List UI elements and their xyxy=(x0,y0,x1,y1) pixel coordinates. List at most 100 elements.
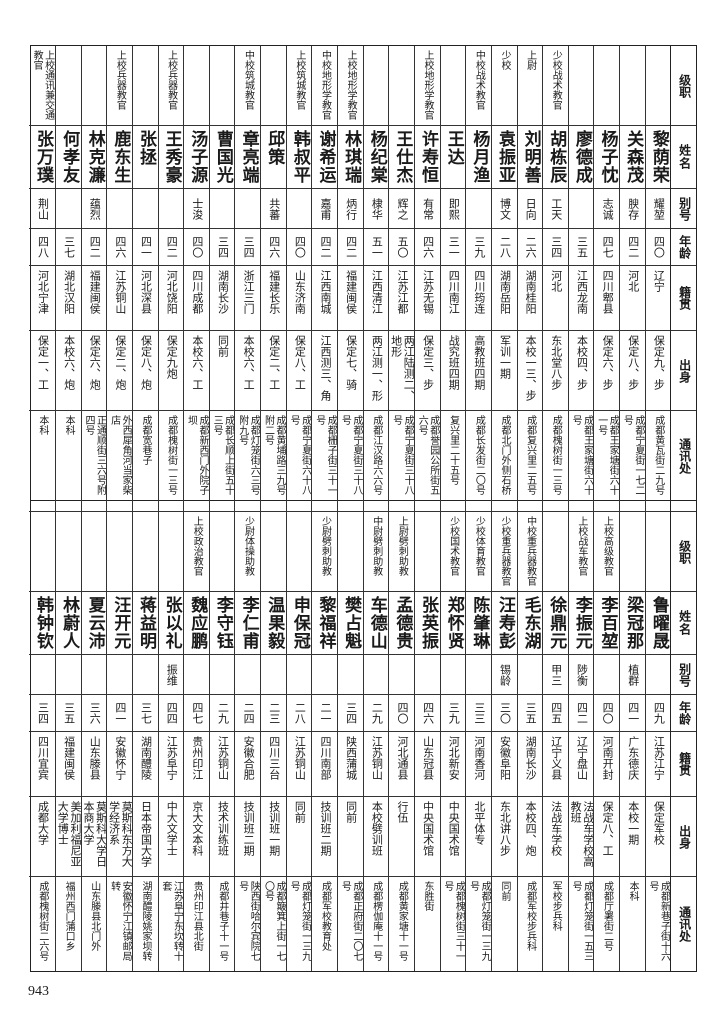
native-cell: 四川成都 xyxy=(184,266,209,331)
native-cell: 安徽阜阳 xyxy=(491,732,517,797)
alias-cell: 即熙 xyxy=(440,189,466,229)
alias-cell xyxy=(132,655,158,695)
native-cell: 四川郫县 xyxy=(594,266,620,331)
alias-cell: 蕴烈 xyxy=(81,189,107,229)
name-cell: 鹿东生 xyxy=(107,126,132,189)
native-cell: 山东冠县 xyxy=(414,732,440,797)
rank-cell xyxy=(29,512,55,592)
name-cell: 鲁曜晟 xyxy=(645,592,671,655)
rank-cell xyxy=(389,46,414,126)
rank-cell xyxy=(645,46,671,126)
native-cell: 河北 xyxy=(620,266,645,331)
native-cell: 河南香河 xyxy=(466,732,491,797)
name-cell: 魏应鹏 xyxy=(184,592,209,655)
origin-cell: 保定二、炮 xyxy=(107,331,132,411)
person-column: 少校战术教官 胡栋辰 工天 三四 河北 东北堂八步 成都槐树街一三号 xyxy=(542,46,568,500)
name-cell: 李百堃 xyxy=(594,592,620,655)
alias-cell: 腴存 xyxy=(620,189,645,229)
native-cell: 江苏铜山 xyxy=(209,732,235,797)
rank-cell xyxy=(132,512,158,592)
person-column: 黎荫荣 耀堃 四〇 辽宁 保定九、步 成都黄瓦街二九号 xyxy=(644,46,671,500)
blank-strip xyxy=(671,500,696,512)
age-cell: 二四 xyxy=(235,695,261,732)
header-native: 籍贯 xyxy=(671,266,696,331)
rank-cell: 上校政治教官 xyxy=(184,512,209,592)
rank-cell xyxy=(209,46,235,126)
person-column: 邱策 共蕃 四六 福建长乐 保定二、工 成都黄埔路三九号附二号 xyxy=(260,46,286,500)
name-cell: 汤子源 xyxy=(184,126,209,189)
origin-cell: 法战车学校 xyxy=(543,797,568,877)
name-cell: 王达 xyxy=(440,126,466,189)
native-cell: 四川南部 xyxy=(312,732,338,797)
native-cell: 四川南江 xyxy=(440,266,466,331)
origin-cell: 保定六、炮 xyxy=(81,331,107,411)
origin-cell: 保定八、工 xyxy=(594,797,620,877)
name-cell: 申保冠 xyxy=(286,592,312,655)
address-cell: 成都灯笼街一三九号 xyxy=(288,881,311,961)
rank-cell: 少校 xyxy=(491,46,517,126)
header-age: 年龄 xyxy=(671,229,696,266)
age-cell: 三七 xyxy=(132,695,158,732)
rank-cell: 上尉 xyxy=(517,46,543,126)
blank-strip xyxy=(363,500,389,512)
address-cell: 湖南醴陵姚家坝转 xyxy=(139,881,151,961)
name-cell: 李守钰 xyxy=(209,592,235,655)
native-cell: 河北宁津 xyxy=(29,266,55,331)
person-column: 李守钰 二九 江苏铜山 技术训练班 成都井巷子十一号 xyxy=(208,500,235,971)
address-cell: 成都黄瓦街二九号 xyxy=(652,415,664,495)
alias-cell: 工天 xyxy=(543,189,568,229)
rank-cell: 上校地形学教官 xyxy=(414,46,440,126)
origin-cell: 中大文学士 xyxy=(158,797,184,877)
blank-strip xyxy=(568,500,594,512)
blank-strip xyxy=(543,500,568,512)
alias-cell xyxy=(286,189,312,229)
address-cell: 本科 xyxy=(63,415,75,435)
address-cell: 成都槐树街一三号 xyxy=(550,415,562,495)
alias-cell xyxy=(286,655,312,695)
rank-cell xyxy=(261,46,286,126)
age-cell: 三四 xyxy=(543,229,568,266)
age-cell: 四〇 xyxy=(184,229,209,266)
age-cell: 三五 xyxy=(568,229,594,266)
name-cell: 汪寿彭 xyxy=(491,592,517,655)
alias-cell: 博文 xyxy=(491,189,517,229)
origin-cell: 技训班一期 xyxy=(261,797,286,877)
alias-cell: 有常 xyxy=(414,189,440,229)
native-cell: 辽宁 xyxy=(645,266,671,331)
name-cell: 林克濂 xyxy=(81,126,107,189)
origin-cell: 莫斯科大学日本商大学 xyxy=(81,797,107,877)
address-cell: 成都新巷子街十六号 xyxy=(647,881,670,961)
person-column: 梁冠那 植群 四一 广东德庆 本校一期 本科 xyxy=(619,500,645,971)
header-alias: 别号 xyxy=(671,189,696,229)
address-cell: 福州西门蒲口乡 xyxy=(63,881,75,951)
address-cell: 安徽怀宁江镇邮局转 xyxy=(108,881,132,961)
address-cell: 成都槐树街二六号 xyxy=(36,881,48,961)
origin-cell: 本校六、工 xyxy=(235,331,261,411)
person-column: 上校兵器教官 鹿东生 四六 江苏铜山 保定二、炮 外西犀角河当家柴店 xyxy=(106,46,132,500)
name-cell: 谢希运 xyxy=(312,126,338,189)
age-cell: 三六 xyxy=(81,695,107,732)
name-cell: 曹国光 xyxy=(209,126,235,189)
native-cell: 陕西蒲城 xyxy=(338,732,363,797)
alias-cell xyxy=(645,655,671,695)
rank-cell: 中校重兵器教官 xyxy=(517,512,543,592)
name-cell: 林琪瑞 xyxy=(338,126,363,189)
native-cell: 江苏铜山 xyxy=(363,732,389,797)
native-cell: 山东济南 xyxy=(286,266,312,331)
address-cell: 成都楞伽庵十一号 xyxy=(370,881,382,961)
origin-cell: 技训班二期 xyxy=(235,797,261,877)
origin-cell: 保定八、炮 xyxy=(132,331,158,411)
address-cell: 军校步兵科 xyxy=(550,881,562,931)
origin-cell: 保定九、步 xyxy=(645,331,671,411)
address-cell: 成都宁夏街三十八号 xyxy=(390,415,414,495)
name-cell: 章亮端 xyxy=(235,126,261,189)
origin-cell: 两江陆测二、地形 xyxy=(389,331,414,411)
address-cell: 成都黄家塘十一号 xyxy=(396,881,408,961)
header-address: 通讯处 xyxy=(677,906,692,942)
native-cell: 江苏铜山 xyxy=(107,266,132,331)
age-cell: 四四 xyxy=(158,695,184,732)
header-origin: 出身 xyxy=(671,797,696,877)
rank-cell: 中校筑城教官 xyxy=(235,46,261,126)
address-cell: 成都槐树街三十一号 xyxy=(441,881,465,961)
rank-cell: 上校兵器教官 xyxy=(158,46,184,126)
